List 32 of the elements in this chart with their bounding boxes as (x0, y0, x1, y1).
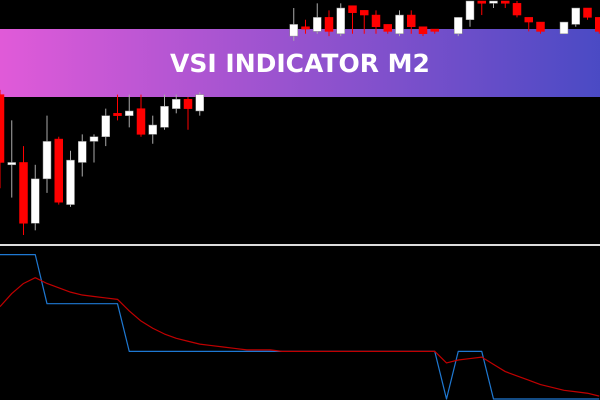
candlestick (418, 26, 428, 37)
candlestick (384, 24, 392, 34)
candlestick (572, 8, 580, 28)
candlestick (301, 19, 310, 34)
candlestick (324, 10, 334, 37)
candlestick (148, 115, 157, 144)
candlestick (113, 94, 122, 121)
candlestick (172, 94, 180, 114)
candlestick (290, 8, 298, 42)
candlestick (8, 120, 16, 198)
text: VSI INDICATOR M2 (170, 49, 430, 78)
candlestick (125, 94, 134, 128)
candlestick (536, 22, 545, 34)
candlestick (395, 10, 404, 37)
candlestick (184, 96, 192, 130)
candlestick (560, 22, 568, 34)
candlestick (160, 94, 169, 130)
candlestick (196, 92, 204, 116)
candlestick (102, 108, 110, 147)
candlestick (407, 10, 416, 34)
candlestick (512, 0, 522, 18)
candlestick (583, 8, 592, 20)
candlestick (372, 10, 380, 34)
candlestick (78, 134, 86, 177)
candlestick (524, 16, 533, 32)
candlestick (90, 134, 98, 163)
candlestick (348, 5, 357, 34)
candlestick (466, 0, 474, 28)
candlestick (478, 0, 486, 16)
candlestick (313, 2, 322, 34)
candlestick (454, 16, 462, 37)
candlestick (360, 10, 368, 34)
